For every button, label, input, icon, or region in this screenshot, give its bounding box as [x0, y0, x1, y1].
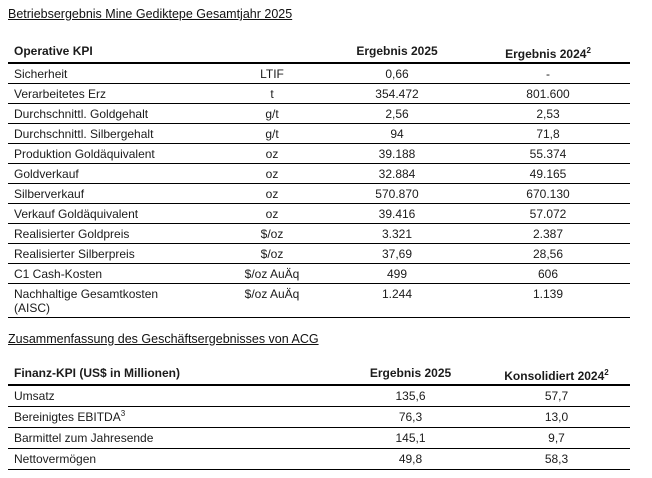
- operative-kpi-table: Operative KPI Ergebnis 2025 Ergebnis 202…: [8, 38, 630, 318]
- value-2025-cell: 354.472: [328, 83, 466, 104]
- value-2025-cell: 145,1: [338, 427, 483, 449]
- table-row: C1 Cash-Kosten $/oz AuÄq 499 606: [8, 263, 630, 284]
- kpi-label-cell: Produktion Goldäquivalent: [8, 143, 216, 164]
- kpi-label-cell: Bereinigtes EBITDA3: [8, 406, 338, 428]
- kpi-label-cell: Umsatz: [8, 385, 338, 407]
- table-row: Verarbeitetes Erz t 354.472 801.600: [8, 83, 630, 104]
- table-row: Verkauf Goldäquivalent oz 39.416 57.072: [8, 203, 630, 224]
- value-2025-cell: 0,66: [328, 63, 466, 84]
- footnote-ref-2-icon: 2: [586, 46, 591, 55]
- value-2024-cell: -: [466, 63, 630, 84]
- unit-cell: g/t: [216, 103, 328, 124]
- column-header-ergebnis-2024-text: Ergebnis 20242: [505, 46, 591, 62]
- kpi-label-cell: Goldverkauf: [8, 163, 216, 184]
- unit-cell: oz: [216, 163, 328, 184]
- column-header-operative-kpi: Operative KPI: [8, 38, 216, 64]
- unit-cell: $/oz AuÄq: [216, 283, 328, 318]
- unit-cell: g/t: [216, 123, 328, 144]
- value-2025-cell: 2,56: [328, 103, 466, 124]
- operative-section-heading: Betriebsergebnis Mine Gediktepe Gesamtja…: [8, 7, 293, 21]
- kpi-label-cell: Nettovermögen: [8, 448, 338, 470]
- value-2024-cell: 13,0: [483, 406, 630, 428]
- value-2025-cell: 3.321: [328, 223, 466, 244]
- unit-cell: oz: [216, 143, 328, 164]
- value-2024-cell: 2.387: [466, 223, 630, 244]
- table-row: Silberverkauf oz 570.870 670.130: [8, 183, 630, 204]
- kpi-label-cell: Barmittel zum Jahresende: [8, 427, 338, 449]
- unit-cell: t: [216, 83, 328, 104]
- unit-cell: oz: [216, 203, 328, 224]
- value-2024-cell: 2,53: [466, 103, 630, 124]
- value-2024-cell: 55.374: [466, 143, 630, 164]
- table-row: Bereinigtes EBITDA3 76,3 13,0: [8, 406, 630, 428]
- unit-cell: oz: [216, 183, 328, 204]
- value-2025-cell: 94: [328, 123, 466, 144]
- value-2024-cell: 57.072: [466, 203, 630, 224]
- value-2024-cell: 57,7: [483, 385, 630, 407]
- column-header-unit: [216, 38, 328, 64]
- table-row: Nachhaltige Gesamtkosten (AISC) $/oz AuÄq…: [8, 283, 630, 318]
- footnote-ref-2-icon: 2: [604, 368, 609, 377]
- value-2024-cell: 1.139: [466, 283, 630, 318]
- finanz-section-heading: Zusammenfassung des Geschäftsergebnisses…: [8, 332, 319, 346]
- value-2024-cell: 28,56: [466, 243, 630, 264]
- kpi-label-cell: Nachhaltige Gesamtkosten (AISC): [8, 283, 216, 318]
- table-row: Produktion Goldäquivalent oz 39.188 55.3…: [8, 143, 630, 164]
- value-2024-cell: 670.130: [466, 183, 630, 204]
- footnote-ref-3-icon: 3: [120, 409, 126, 418]
- table-row: Durchschnittl. Silbergehalt g/t 94 71,8: [8, 123, 630, 144]
- table-row: Durchschnittl. Goldgehalt g/t 2,56 2,53: [8, 103, 630, 124]
- column-header-ergebnis-2025: Ergebnis 2025: [338, 363, 483, 386]
- table-row: Nettovermögen 49,8 58,3: [8, 448, 630, 470]
- kpi-label-line2: (AISC): [14, 301, 50, 315]
- table-row: Goldverkauf oz 32.884 49.165: [8, 163, 630, 184]
- value-2024-cell: 71,8: [466, 123, 630, 144]
- unit-cell: $/oz: [216, 243, 328, 264]
- value-2024-cell: 58,3: [483, 448, 630, 470]
- value-2025-cell: 1.244: [328, 283, 466, 318]
- value-2025-cell: 135,6: [338, 385, 483, 407]
- finanz-kpi-table: Finanz-KPI (US$ in Millionen) Ergebnis 2…: [8, 363, 630, 470]
- value-2025-cell: 570.870: [328, 183, 466, 204]
- kpi-label-cell: Verkauf Goldäquivalent: [8, 203, 216, 224]
- value-2025-cell: 39.416: [328, 203, 466, 224]
- kpi-label-cell: Durchschnittl. Silbergehalt: [8, 123, 216, 144]
- kpi-label-cell: Silberverkauf: [8, 183, 216, 204]
- unit-cell: LTIF: [216, 63, 328, 84]
- kpi-label-cell: Durchschnittl. Goldgehalt: [8, 103, 216, 124]
- finanz-header-row: Finanz-KPI (US$ in Millionen) Ergebnis 2…: [8, 363, 630, 386]
- kpi-label-cell: Realisierter Goldpreis: [8, 223, 216, 244]
- value-2024-cell: 49.165: [466, 163, 630, 184]
- value-2024-cell: 801.600: [466, 83, 630, 104]
- value-2024-cell: 9,7: [483, 427, 630, 449]
- column-header-konsolidiert-2024: Konsolidiert 20242: [483, 363, 630, 386]
- value-2025-cell: 499: [328, 263, 466, 284]
- unit-cell: $/oz AuÄq: [216, 263, 328, 284]
- column-header-ergebnis-2024: Ergebnis 20242: [466, 38, 630, 64]
- kpi-label-cell: Realisierter Silberpreis: [8, 243, 216, 264]
- table-row: Barmittel zum Jahresende 145,1 9,7: [8, 427, 630, 449]
- table-row: Umsatz 135,6 57,7: [8, 385, 630, 407]
- operative-header-row: Operative KPI Ergebnis 2025 Ergebnis 202…: [8, 38, 630, 64]
- column-header-ergebnis-2025: Ergebnis 2025: [328, 38, 466, 64]
- table-row: Sicherheit LTIF 0,66 -: [8, 63, 630, 84]
- column-header-konsolidiert-2024-text: Konsolidiert 20242: [504, 368, 609, 384]
- kpi-label-line1: Nachhaltige Gesamtkosten: [14, 287, 159, 301]
- kpi-label-cell: Verarbeitetes Erz: [8, 83, 216, 104]
- value-2025-cell: 76,3: [338, 406, 483, 428]
- unit-cell: $/oz: [216, 223, 328, 244]
- table-row: Realisierter Goldpreis $/oz 3.321 2.387: [8, 223, 630, 244]
- value-2025-cell: 39.188: [328, 143, 466, 164]
- table-row: Realisierter Silberpreis $/oz 37,69 28,5…: [8, 243, 630, 264]
- value-2025-cell: 49,8: [338, 448, 483, 470]
- value-2024-cell: 606: [466, 263, 630, 284]
- kpi-label-cell: Sicherheit: [8, 63, 216, 84]
- column-header-finanz-kpi: Finanz-KPI (US$ in Millionen): [8, 363, 338, 386]
- value-2025-cell: 32.884: [328, 163, 466, 184]
- kpi-label-cell: C1 Cash-Kosten: [8, 263, 216, 284]
- value-2025-cell: 37,69: [328, 243, 466, 264]
